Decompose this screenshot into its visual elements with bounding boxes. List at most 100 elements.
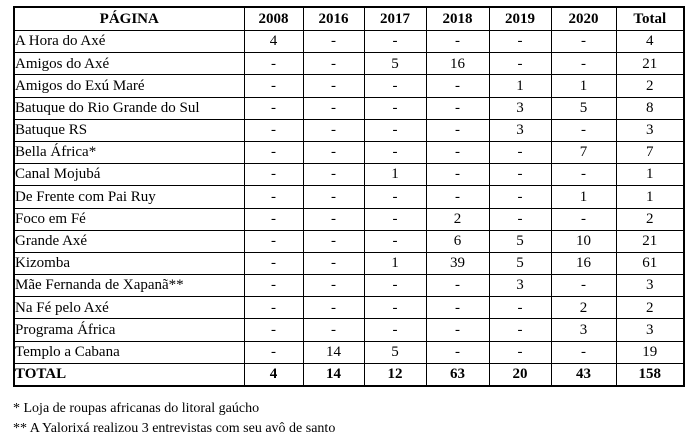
value-cell: - bbox=[243, 118, 304, 142]
value-cell: - bbox=[302, 185, 365, 209]
value-cell: - bbox=[425, 96, 490, 120]
table-row: Templo a Cabana -14 5- - -19 bbox=[13, 340, 685, 364]
table-row: Grande Axé - - -6 5 10 21 bbox=[13, 229, 685, 253]
value-cell: 4 bbox=[243, 29, 304, 54]
row-label: Na Fé pelo Axé bbox=[13, 296, 245, 320]
value-cell: 3 bbox=[550, 318, 617, 342]
value-cell: - bbox=[488, 296, 552, 320]
value-cell: - bbox=[550, 207, 617, 231]
table-row: Programa África - - - - -3 3 bbox=[13, 318, 685, 342]
value-cell: 19 bbox=[615, 340, 685, 364]
value-cell: - bbox=[488, 29, 552, 54]
column-header: 2008 bbox=[243, 6, 304, 31]
row-label: Foco em Fé bbox=[13, 207, 245, 231]
value-cell: 12 bbox=[363, 362, 427, 387]
value-cell: 61 bbox=[615, 251, 685, 276]
value-cell: 20 bbox=[488, 362, 552, 387]
table-row: TOTAL 4 14 12 63 20 43 158 bbox=[13, 362, 685, 387]
table-row: Na Fé pelo Axé - - - - -2 2 bbox=[13, 296, 685, 320]
value-cell: 1 bbox=[550, 185, 617, 209]
value-cell: 2 bbox=[425, 207, 490, 231]
table-row: Batuque do Rio Grande do Sul - - - -3 5 8 bbox=[13, 96, 685, 120]
table-row: Bella África* - - - - -7 7 bbox=[13, 140, 685, 165]
value-cell: 10 bbox=[550, 229, 617, 253]
value-cell: - bbox=[302, 274, 365, 298]
table-row: Mãe Fernanda de Xapanã** - - - -3-3 bbox=[13, 274, 685, 298]
value-cell: 7 bbox=[550, 140, 617, 165]
value-cell: - bbox=[363, 118, 427, 142]
value-cell: 63 bbox=[425, 362, 490, 387]
value-cell: - bbox=[488, 163, 552, 187]
row-label: Kizomba bbox=[13, 251, 245, 276]
value-cell: - bbox=[488, 318, 552, 342]
value-cell: 5 bbox=[488, 251, 552, 276]
row-label: Bella África* bbox=[13, 140, 245, 165]
value-cell: - bbox=[243, 296, 304, 320]
column-header: 2020 bbox=[550, 6, 617, 31]
column-header: 2018 bbox=[425, 6, 490, 31]
column-header: 2017 bbox=[363, 6, 427, 31]
table-row: A Hora do Axé 4- - - - -4 bbox=[13, 29, 685, 54]
value-cell: 4 bbox=[243, 362, 304, 387]
value-cell: - bbox=[243, 251, 304, 276]
value-cell: - bbox=[363, 140, 427, 165]
row-label: Batuque do Rio Grande do Sul bbox=[13, 96, 245, 120]
value-cell: 3 bbox=[615, 274, 685, 298]
value-cell: 3 bbox=[488, 118, 552, 142]
value-cell: - bbox=[302, 296, 365, 320]
table-row: Kizomba - -1 39 5 16 61 bbox=[13, 251, 685, 276]
value-cell: - bbox=[363, 185, 427, 209]
value-cell: - bbox=[425, 185, 490, 209]
value-cell: 5 bbox=[488, 229, 552, 253]
table-row: Amigos do Exú Maré - - - -1 1 2 bbox=[13, 74, 685, 98]
value-cell: - bbox=[425, 318, 490, 342]
value-cell: - bbox=[302, 52, 365, 76]
value-cell: - bbox=[243, 185, 304, 209]
value-cell: - bbox=[425, 118, 490, 142]
row-label: Grande Axé bbox=[13, 229, 245, 253]
value-cell: - bbox=[302, 74, 365, 98]
value-cell: 2 bbox=[615, 74, 685, 98]
value-cell: 1 bbox=[550, 74, 617, 98]
value-cell: - bbox=[302, 96, 365, 120]
table-row: Foco em Fé - - -2- -2 bbox=[13, 207, 685, 231]
value-cell: - bbox=[550, 340, 617, 364]
value-cell: - bbox=[243, 96, 304, 120]
value-cell: 1 bbox=[488, 74, 552, 98]
column-header: PÁGINA bbox=[13, 6, 245, 31]
value-cell: - bbox=[302, 251, 365, 276]
value-cell: - bbox=[302, 118, 365, 142]
value-cell: 5 bbox=[363, 52, 427, 76]
value-cell: - bbox=[243, 229, 304, 253]
value-cell: - bbox=[488, 140, 552, 165]
row-label: TOTAL bbox=[13, 362, 245, 387]
value-cell: 5 bbox=[550, 96, 617, 120]
row-label: Templo a Cabana bbox=[13, 340, 245, 364]
row-label: Amigos do Axé bbox=[13, 52, 245, 76]
value-cell: - bbox=[302, 207, 365, 231]
value-cell: - bbox=[363, 229, 427, 253]
value-cell: - bbox=[302, 29, 365, 54]
value-cell: - bbox=[550, 52, 617, 76]
row-label: Batuque RS bbox=[13, 118, 245, 142]
value-cell: - bbox=[363, 29, 427, 54]
value-cell: - bbox=[488, 52, 552, 76]
value-cell: - bbox=[550, 118, 617, 142]
value-cell: - bbox=[425, 29, 490, 54]
value-cell: - bbox=[302, 140, 365, 165]
value-cell: - bbox=[243, 274, 304, 298]
value-cell: - bbox=[363, 296, 427, 320]
table-row: Canal Mojubá - -1- - -1 bbox=[13, 163, 685, 187]
value-cell: 6 bbox=[425, 229, 490, 253]
value-cell: - bbox=[243, 52, 304, 76]
value-cell: - bbox=[550, 274, 617, 298]
value-cell: - bbox=[488, 340, 552, 364]
table-row: Amigos do Axé - -5 16- -21 bbox=[13, 52, 685, 76]
value-cell: - bbox=[302, 229, 365, 253]
value-cell: 1 bbox=[615, 163, 685, 187]
value-cell: - bbox=[363, 318, 427, 342]
value-cell: 8 bbox=[615, 96, 685, 120]
value-cell: - bbox=[363, 274, 427, 298]
table-row: Batuque RS - - - -3-3 bbox=[13, 118, 685, 142]
value-cell: - bbox=[425, 274, 490, 298]
